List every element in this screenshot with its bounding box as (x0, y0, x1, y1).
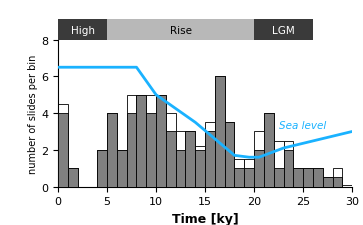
Bar (58, 20, 107, 40)
Bar (333, 178, 342, 187)
Text: High: High (70, 25, 95, 35)
Bar (254, 20, 313, 40)
Bar (107, 114, 117, 187)
Bar (97, 150, 107, 187)
Bar (185, 132, 195, 187)
Bar (303, 169, 313, 187)
Bar (58, 114, 68, 187)
Bar (303, 169, 313, 187)
Bar (274, 169, 284, 187)
Bar (195, 150, 205, 187)
Bar (313, 169, 323, 187)
X-axis label: Time [ky]: Time [ky] (172, 212, 238, 225)
Bar (68, 169, 78, 187)
Bar (58, 104, 68, 187)
Bar (323, 178, 333, 187)
Y-axis label: number of slides per bin: number of slides per bin (28, 54, 38, 173)
Bar (146, 114, 156, 187)
Bar (195, 146, 205, 187)
Bar (215, 77, 225, 187)
Bar (205, 132, 215, 187)
Bar (107, 20, 254, 40)
Bar (342, 185, 352, 187)
Bar (234, 169, 244, 187)
Bar (215, 77, 225, 187)
Bar (264, 114, 274, 187)
Bar (117, 150, 127, 187)
Text: LGM: LGM (272, 25, 295, 35)
Bar (284, 150, 293, 187)
Bar (97, 150, 107, 187)
Bar (333, 169, 342, 187)
Bar (234, 159, 244, 187)
Bar (156, 95, 166, 187)
Bar (293, 169, 303, 187)
Bar (146, 95, 156, 187)
Bar (176, 132, 185, 187)
Bar (68, 169, 78, 187)
Bar (176, 150, 185, 187)
Bar (166, 114, 176, 187)
Bar (284, 141, 293, 187)
Bar (254, 132, 264, 187)
Bar (127, 114, 136, 187)
Bar (244, 159, 254, 187)
Bar (313, 169, 323, 187)
Bar (127, 95, 136, 187)
Bar (323, 178, 333, 187)
Text: Rise: Rise (170, 25, 192, 35)
Bar (293, 169, 303, 187)
Bar (107, 114, 117, 187)
Bar (264, 114, 274, 187)
Bar (254, 150, 264, 187)
Bar (225, 123, 234, 187)
Bar (156, 95, 166, 187)
Bar (185, 132, 195, 187)
Bar (136, 95, 146, 187)
Bar (225, 123, 234, 187)
Text: Sea level: Sea level (279, 120, 326, 130)
Bar (274, 141, 284, 187)
Bar (117, 150, 127, 187)
Bar (244, 169, 254, 187)
Bar (136, 95, 146, 187)
Bar (166, 132, 176, 187)
Bar (205, 123, 215, 187)
